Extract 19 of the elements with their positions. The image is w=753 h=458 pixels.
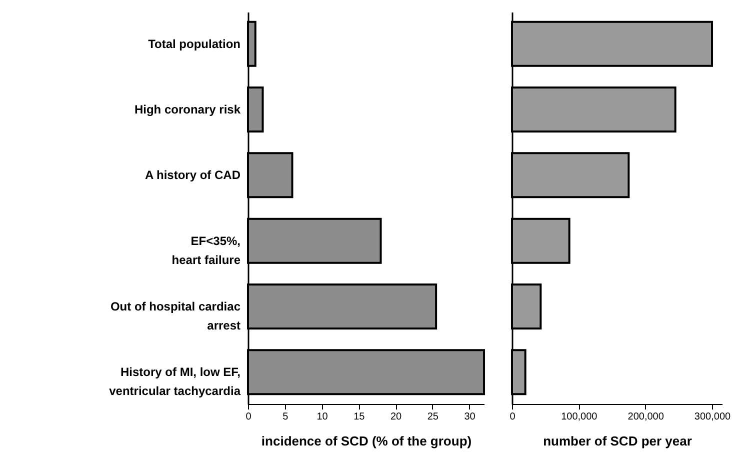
x-axis-title: number of SCD per year — [543, 434, 692, 448]
x-tick-label: 0 — [246, 412, 252, 422]
y-tick-label: Total population — [148, 36, 240, 51]
y-tick-label: History of MI, low EF, ventricular tachycardia — [109, 365, 241, 398]
x-tick-label: 200,000 — [628, 412, 664, 422]
x-tick-label: 20 — [390, 412, 402, 422]
y-tick-label: EF<35%, heart failure — [172, 234, 241, 267]
x-tick-label: 25 — [427, 412, 439, 422]
y-tick-label: Out of hospital cardiac arrest — [110, 299, 241, 332]
y-tick-label: A history of CAD — [144, 168, 241, 182]
x-tick-label: 15 — [354, 412, 366, 422]
x-tick-label: 100,000 — [561, 412, 598, 422]
x-tick-label: 30 — [464, 412, 476, 422]
x-axis-title: incidence of SCD (% of the group) — [261, 434, 472, 448]
x-tick-label: 10 — [316, 412, 328, 422]
x-tick-label: 0 — [510, 412, 516, 422]
x-tick-label: 300,000 — [694, 412, 732, 422]
x-tick-label: 5 — [282, 412, 289, 422]
y-tick-label: High coronary risk — [134, 102, 241, 117]
